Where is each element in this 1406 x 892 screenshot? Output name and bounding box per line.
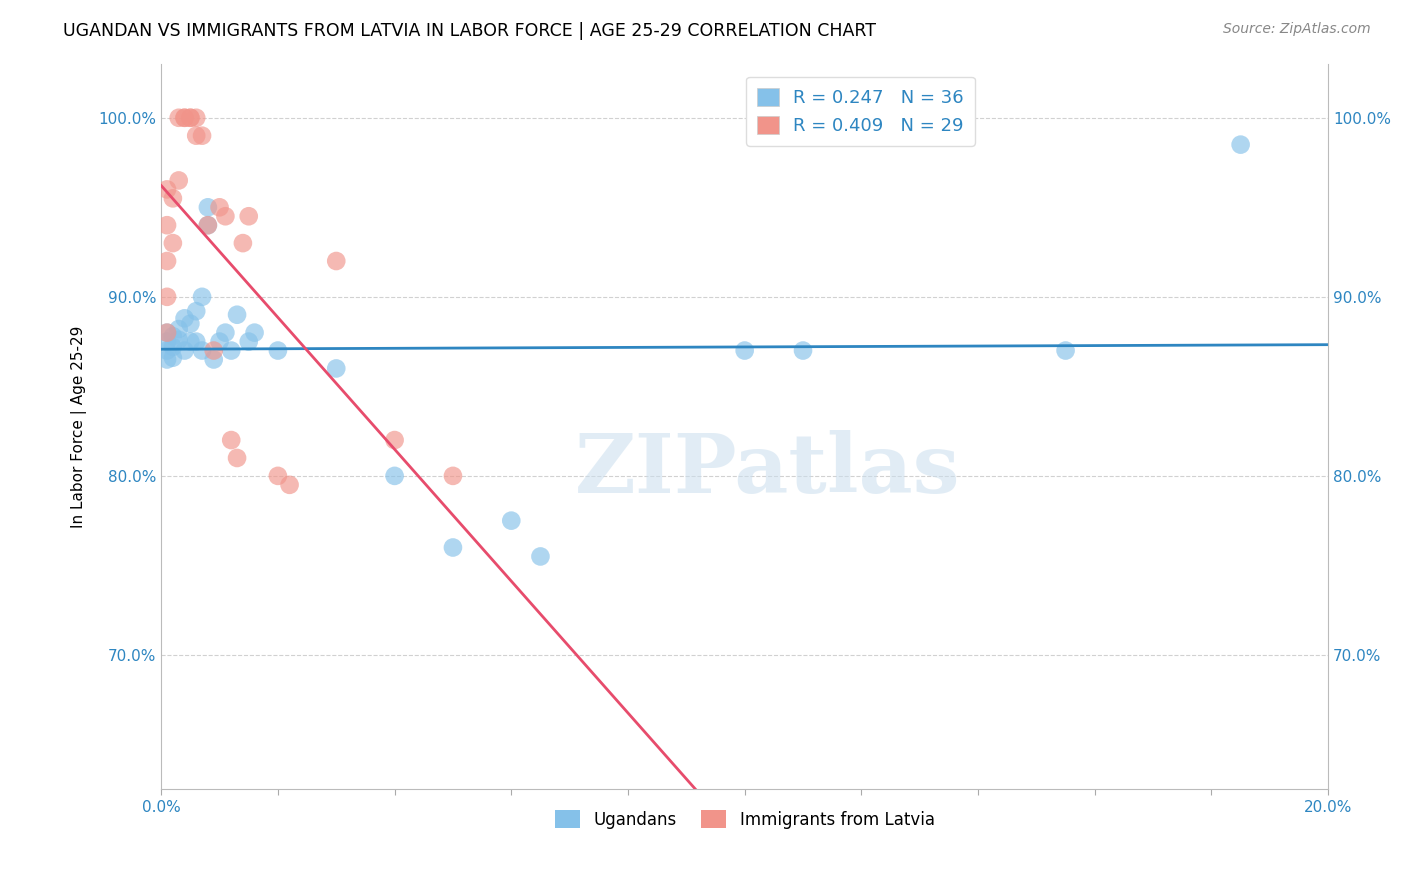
Point (734, 343, 756, 358)
Point (529, 549, 551, 564)
Point (156, 290, 179, 304)
Point (162, 191, 184, 205)
Point (156, 254, 179, 268)
Point (179, 334, 201, 349)
Point (238, 334, 260, 349)
Point (278, 478, 301, 492)
Point (179, 111, 201, 125)
Point (173, 343, 195, 358)
Point (267, 468, 290, 483)
Point (1054, 343, 1077, 358)
Point (197, 218, 219, 232)
Point (179, 111, 201, 125)
Point (202, 343, 225, 358)
Point (441, 541, 464, 555)
Point (792, 343, 814, 358)
Point (186, 111, 208, 125)
Point (156, 334, 179, 349)
Point (202, 352, 225, 367)
Point (1229, 137, 1251, 152)
Point (186, 128, 208, 143)
Point (156, 218, 179, 232)
Point (325, 361, 347, 376)
Point (501, 514, 523, 528)
Point (226, 450, 249, 465)
Point (156, 343, 179, 358)
Y-axis label: In Labor Force | Age 25-29: In Labor Force | Age 25-29 (72, 326, 87, 528)
Point (173, 111, 195, 125)
Point (208, 200, 231, 214)
Point (162, 351, 184, 365)
Text: Source: ZipAtlas.com: Source: ZipAtlas.com (1223, 22, 1371, 37)
Point (186, 304, 208, 318)
Point (219, 433, 242, 447)
Point (243, 326, 266, 340)
Point (173, 111, 195, 125)
Point (156, 326, 179, 340)
Point (384, 468, 406, 483)
Point (162, 329, 184, 343)
Point (156, 182, 179, 196)
Point (238, 209, 260, 223)
Text: ZIPatlas: ZIPatlas (575, 430, 960, 510)
Point (191, 290, 214, 304)
Point (186, 334, 208, 349)
Point (162, 236, 184, 251)
Point (197, 218, 219, 232)
Point (208, 334, 231, 349)
Point (191, 343, 214, 358)
Point (226, 308, 249, 322)
Text: UGANDAN VS IMMIGRANTS FROM LATVIA IN LABOR FORCE | AGE 25-29 CORRELATION CHART: UGANDAN VS IMMIGRANTS FROM LATVIA IN LAB… (63, 22, 876, 40)
Point (191, 128, 214, 143)
Point (325, 254, 347, 268)
Point (232, 236, 254, 251)
Point (167, 111, 190, 125)
Point (156, 326, 179, 340)
Point (162, 340, 184, 354)
Point (173, 311, 195, 326)
Point (267, 343, 290, 358)
Legend: Ugandans, Immigrants from Latvia: Ugandans, Immigrants from Latvia (548, 804, 941, 835)
Point (179, 317, 201, 331)
Point (167, 333, 190, 347)
Point (156, 352, 179, 367)
Point (214, 209, 236, 223)
Point (214, 326, 236, 340)
Point (167, 322, 190, 336)
Point (384, 433, 406, 447)
Point (167, 173, 190, 187)
Point (441, 468, 464, 483)
Point (219, 343, 242, 358)
Point (197, 200, 219, 214)
